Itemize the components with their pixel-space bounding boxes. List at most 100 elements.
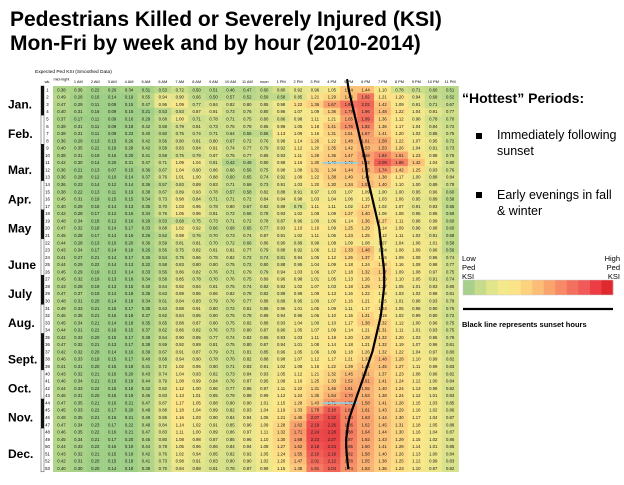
- heatmap-cell: [205, 107, 223, 116]
- heatmap-cell: [154, 304, 172, 312]
- heatmap-cell: [407, 369, 425, 378]
- cell-value-label: 0.96: [159, 102, 168, 107]
- cell-value-label: 0.38: [57, 87, 66, 92]
- cell-value-label: 1.01: [294, 342, 303, 347]
- cell-value-label: 0.34: [142, 277, 151, 282]
- cell-value-label: 0.98: [192, 437, 201, 442]
- month-band: [40, 398, 45, 429]
- cell-value-label: 0.88: [277, 189, 286, 194]
- cell-value-label: 1.06: [395, 197, 404, 202]
- cell-value-label: 0.71: [226, 182, 235, 187]
- heatmap-cell: [441, 420, 459, 429]
- heatmap-cell: [323, 224, 341, 232]
- cell-value-label: 0.93: [429, 204, 438, 209]
- cell-value-label: 1.05: [429, 422, 438, 427]
- heatmap-cell: [407, 464, 425, 473]
- cell-value-label: 0.80: [260, 109, 269, 114]
- cell-value-label: 0.14: [108, 291, 117, 296]
- heatmap-cell: [188, 86, 206, 94]
- heatmap-cell: [289, 464, 307, 473]
- cell-value-label: 1.04: [311, 262, 320, 267]
- cell-value-label: 0.83: [176, 262, 185, 267]
- hour-header: 3 PM: [310, 79, 319, 84]
- heatmap-cell: [289, 93, 307, 101]
- heatmap-cell: [357, 129, 375, 138]
- legend-swatch: [555, 280, 568, 295]
- cell-value-label: 0.13: [91, 138, 100, 143]
- cell-value-label: 0.69: [243, 182, 252, 187]
- heatmap-cell: [188, 318, 206, 327]
- heatmap-cell: [391, 93, 409, 101]
- month-band: [40, 333, 45, 371]
- heatmap-cell: [69, 187, 87, 196]
- cell-value-label: 0.42: [57, 160, 66, 165]
- heatmap-cell: [137, 399, 155, 407]
- heatmap-cell: [188, 340, 206, 349]
- legend-swatch: [474, 280, 487, 295]
- heatmap-cell: [374, 435, 392, 443]
- cell-value-label: 1.30: [277, 437, 286, 442]
- cell-value-label: 1.16: [345, 291, 354, 296]
- cell-value-label: 1.00: [192, 386, 201, 391]
- cell-value-label: 1.01: [429, 240, 438, 245]
- heatmap-cell: [357, 115, 375, 123]
- heatmap-cell: [137, 355, 155, 363]
- heatmap-cell: [391, 86, 409, 94]
- cell-value-label: 0.56: [260, 131, 269, 136]
- heatmap-cell: [441, 231, 459, 240]
- heatmap-cell: [205, 268, 223, 276]
- cell-value-label: 1.09: [412, 248, 421, 253]
- cell-value-label: 1.04: [412, 146, 421, 151]
- cell-value-label: 0.76: [226, 299, 235, 304]
- cell-value-label: 0.92: [277, 175, 286, 180]
- heatmap-cell: [289, 399, 307, 407]
- heatmap-cell: [306, 413, 324, 422]
- heatmap-cell: [441, 195, 459, 203]
- heatmap-cell: [86, 202, 104, 210]
- cell-value-label: 0.88: [176, 320, 185, 325]
- cell-value-label: 0.75: [226, 153, 235, 158]
- cell-value-label: 0.28: [74, 211, 83, 216]
- heatmap-cell: [103, 166, 121, 174]
- heatmap-cell: [86, 413, 104, 422]
- cell-value-label: 1.20: [277, 459, 286, 464]
- heatmap-cell: [340, 450, 358, 458]
- heatmap-cell: [53, 355, 71, 363]
- heatmap-cell: [69, 275, 87, 283]
- cell-value-label: 0.15: [108, 306, 117, 311]
- heatmap-cell: [374, 173, 392, 181]
- cell-value-label: 0.49: [243, 160, 252, 165]
- heatmap-cell: [407, 450, 425, 458]
- cell-value-label: 0.91: [277, 182, 286, 187]
- heatmap-cell: [222, 158, 240, 167]
- cell-value-label: 0.74: [192, 131, 201, 136]
- week-number-label: 19: [45, 218, 50, 223]
- heatmap-cell: [137, 275, 155, 283]
- cell-value-label: 1.27: [378, 218, 387, 223]
- heatmap-cell: [103, 217, 121, 225]
- heatmap-cell: [238, 100, 256, 109]
- heatmap-cell: [289, 428, 307, 436]
- bullet-point-marker: [476, 192, 482, 198]
- cell-value-label: 1.17: [176, 400, 185, 405]
- cell-value-label: 1.33: [294, 408, 303, 413]
- heatmap-cell: [222, 464, 240, 473]
- cell-value-label: 1.44: [361, 175, 370, 180]
- cell-value-label: 0.64: [159, 284, 168, 289]
- cell-value-label: 0.35: [142, 204, 151, 209]
- heatmap-cell: [391, 355, 409, 363]
- heatmap-cell: [205, 202, 223, 210]
- cell-value-label: 1.21: [311, 371, 320, 376]
- cell-value-label: 1.05: [412, 277, 421, 282]
- heatmap-cell: [424, 355, 442, 363]
- heatmap-cell: [255, 282, 273, 291]
- heatmap-cell: [424, 435, 442, 443]
- heatmap-cell: [86, 333, 104, 341]
- heatmap-cell: [53, 173, 71, 181]
- heatmap-cell: [255, 384, 273, 392]
- cell-value-label: 1.10: [328, 313, 337, 318]
- cell-value-label: 0.85: [260, 349, 269, 354]
- cell-value-label: 0.72: [226, 240, 235, 245]
- cell-value-label: 1.44: [378, 430, 387, 435]
- heatmap-cell: [374, 158, 392, 167]
